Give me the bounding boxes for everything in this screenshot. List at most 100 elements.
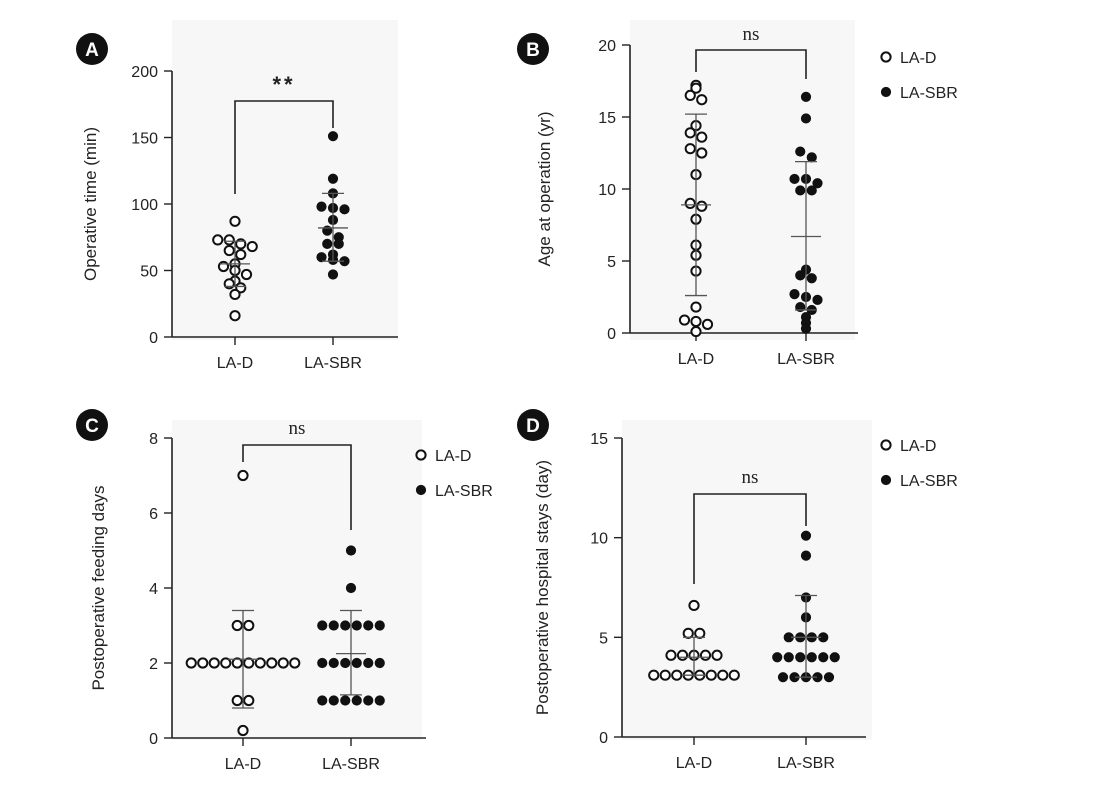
data-point: [339, 204, 350, 215]
y-tick-label: 2: [149, 656, 158, 673]
legend-marker: [880, 439, 892, 451]
data-point: [317, 657, 328, 669]
data-point: [351, 657, 362, 669]
x-category-label: LA-D: [678, 351, 714, 368]
data-point: [243, 694, 255, 707]
data-point: [374, 657, 385, 669]
data-point: [795, 146, 806, 157]
data-point: [328, 620, 339, 631]
data-point: [340, 620, 351, 631]
data-point: [717, 669, 729, 681]
data-point: [277, 657, 289, 669]
data-point: [327, 131, 339, 142]
x-category-label: LA-D: [225, 756, 261, 773]
legend-marker: [415, 484, 427, 496]
legend-label: LA-D: [900, 50, 936, 67]
legend-label: LA-SBR: [435, 483, 493, 500]
y-tick-label: 150: [131, 131, 158, 148]
panel-c: 0 2 4 6 8 LA-D LA-SBR Postoperative feeding day…: [76, 409, 493, 773]
data-point: [345, 545, 357, 556]
data-point: [345, 582, 357, 594]
data-point: [223, 234, 235, 246]
data-point: [789, 289, 800, 300]
panel-a: 0 50 100 150 200 LA-D LA-SBR Operative time (mi…: [76, 20, 398, 372]
data-point: [254, 657, 266, 669]
data-point: [231, 657, 243, 669]
data-point: [711, 649, 723, 661]
plot-area-bg: [172, 420, 422, 740]
y-tick-label: 10: [590, 531, 608, 548]
significance-bracket: [693, 493, 807, 584]
y-axis-title: Postoperative hospital stays (day): [533, 460, 552, 715]
data-point: [316, 252, 327, 263]
data-point: [235, 248, 247, 261]
data-point: [818, 652, 829, 663]
data-point: [812, 178, 823, 189]
plot-area-bg: [172, 20, 398, 340]
data-point: [327, 173, 339, 184]
panel-badge-label: A: [85, 40, 99, 61]
data-point: [800, 113, 812, 124]
significance-label: ns: [289, 418, 306, 439]
data-point: [806, 185, 817, 196]
data-point: [374, 695, 385, 706]
y-tick-label: 0: [599, 730, 608, 747]
legend-marker: [880, 86, 892, 98]
data-point: [363, 620, 374, 631]
significance-bracket: [234, 100, 334, 194]
y-tick-label: 0: [149, 330, 158, 347]
legend-label: LA-D: [900, 438, 936, 455]
data-point: [340, 695, 351, 706]
data-point: [333, 238, 344, 249]
data-point: [823, 672, 835, 683]
data-point: [231, 619, 243, 632]
data-point: [374, 620, 385, 631]
data-point: [728, 669, 740, 681]
significance-bracket: [695, 49, 807, 79]
data-point: [690, 301, 702, 313]
data-point: [229, 288, 241, 301]
data-point: [322, 238, 333, 249]
y-tick-label: 100: [131, 197, 158, 214]
data-point: [701, 318, 714, 330]
y-tick-label: 15: [590, 431, 608, 448]
data-point: [671, 669, 683, 681]
data-point: [316, 201, 327, 212]
data-point: [340, 657, 351, 669]
data-point: [690, 315, 702, 328]
data-point: [688, 599, 700, 612]
panel-badge-label: B: [526, 40, 540, 61]
data-point: [800, 530, 812, 541]
data-point: [240, 268, 253, 281]
data-point: [237, 469, 249, 482]
data-point: [800, 91, 812, 102]
data-point: [351, 695, 362, 706]
data-point: [676, 649, 689, 661]
panel-badge: [76, 409, 108, 441]
significance-label: ns: [743, 24, 760, 45]
x-category-label: LA-SBR: [777, 351, 835, 368]
data-point: [806, 152, 817, 163]
data-point: [699, 649, 712, 661]
data-point: [246, 240, 258, 253]
data-point: [243, 657, 255, 669]
panel-badge: [76, 33, 108, 65]
x-category-label: LA-D: [217, 355, 253, 372]
y-axis-title: Age at operation (yr): [535, 112, 554, 267]
data-point: [690, 82, 702, 94]
y-tick-label: 0: [149, 731, 158, 748]
significance-label: **: [272, 72, 295, 97]
data-point: [266, 657, 278, 669]
data-point: [682, 627, 694, 639]
data-point: [696, 200, 708, 212]
plot-area-bg: [622, 420, 872, 740]
x-category-label: LA-SBR: [777, 755, 835, 772]
legend-marker: [415, 449, 427, 461]
data-point: [665, 649, 677, 661]
data-point: [795, 185, 806, 196]
data-point: [208, 657, 220, 669]
data-point: [229, 215, 241, 227]
data-point: [363, 657, 374, 669]
data-point: [812, 294, 823, 305]
data-point: [789, 173, 800, 185]
